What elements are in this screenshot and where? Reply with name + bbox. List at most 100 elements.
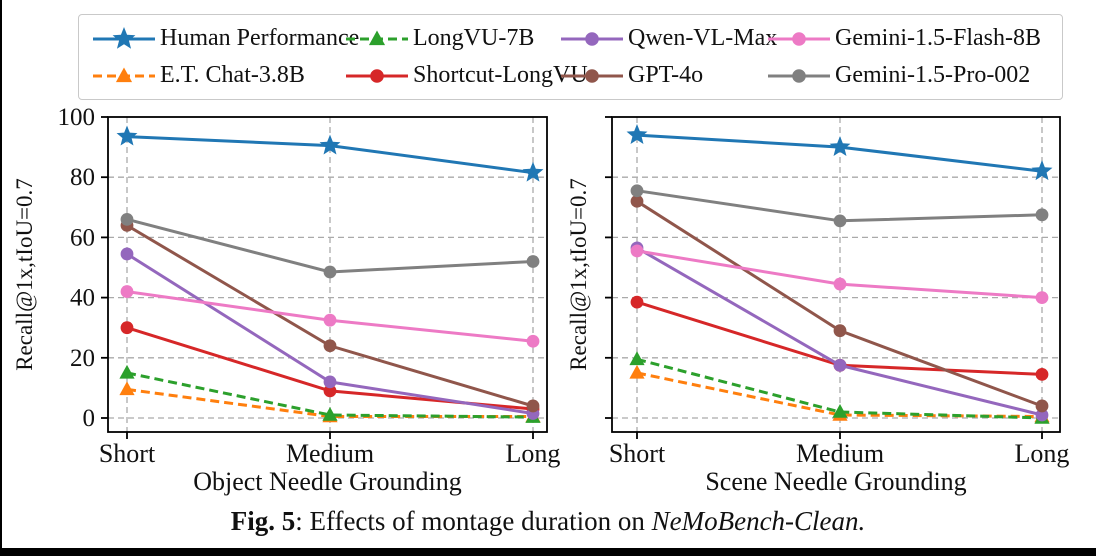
legend-item-etchat: E.T. Chat-3.8B bbox=[90, 62, 343, 90]
figure-caption: Fig. 5: Effects of montage duration on N… bbox=[0, 506, 1096, 537]
gridlines bbox=[612, 117, 1060, 432]
y-tick-label: 0 bbox=[83, 405, 96, 432]
chart-scene-needle-grounding: Short Medium Long Scene Needle Grounding Rec… bbox=[566, 116, 1070, 496]
legend-label-human: Human Performance bbox=[160, 25, 360, 51]
caption-emphasis: NeMoBench-Clean. bbox=[651, 506, 866, 536]
legend-sample-flash bbox=[768, 31, 830, 46]
triangle-marker bbox=[119, 381, 135, 396]
circle-marker bbox=[792, 68, 806, 83]
legend: Human Performance LongVU-7B Qwen-VL-Max Gem… bbox=[78, 14, 1063, 100]
page-edge-left bbox=[0, 0, 2, 548]
triangle-marker bbox=[832, 403, 848, 418]
caption-body: : Effects of montage duration on bbox=[295, 506, 652, 536]
legend-sample-qwen bbox=[561, 31, 623, 46]
x-tick-label: Long bbox=[506, 439, 561, 468]
y-axis-label: Recall@1x,tIoU=0.7 bbox=[566, 178, 591, 371]
star-marker bbox=[319, 134, 341, 155]
triangle-marker bbox=[629, 364, 645, 379]
legend-label-qwen: Qwen-VL-Max bbox=[628, 25, 778, 51]
chart-object-needle-grounding: 0 20 40 60 80 100 Short Medium Long Object Needle… bbox=[12, 104, 560, 496]
star-marker bbox=[522, 161, 544, 182]
circle-marker bbox=[585, 68, 599, 83]
star-marker bbox=[1031, 160, 1053, 181]
circle-marker bbox=[120, 247, 134, 261]
legend-sample-etchat bbox=[93, 67, 155, 82]
star-marker bbox=[829, 136, 851, 156]
y-tick-label: 100 bbox=[58, 104, 96, 131]
x-axis-label: Object Needle Grounding bbox=[193, 467, 462, 496]
circle-marker bbox=[120, 212, 134, 226]
legend-label-flash: Gemini-1.5-Flash-8B bbox=[835, 25, 1041, 51]
circle-marker bbox=[585, 31, 599, 46]
series-line-longvu bbox=[636, 357, 1043, 420]
triangle-marker bbox=[322, 406, 338, 421]
circle-marker bbox=[526, 255, 540, 268]
star-marker bbox=[626, 124, 648, 144]
circle-marker bbox=[323, 339, 337, 353]
series-lines bbox=[626, 124, 1053, 424]
circle-marker bbox=[833, 277, 847, 291]
circle-marker bbox=[526, 334, 540, 348]
circle-marker bbox=[630, 194, 644, 208]
x-tick-label: Long bbox=[1015, 439, 1070, 468]
triangle-marker bbox=[629, 351, 645, 366]
circle-marker bbox=[323, 313, 337, 327]
circle-marker bbox=[323, 384, 337, 398]
star-marker bbox=[112, 26, 136, 49]
plot-border bbox=[611, 116, 1061, 433]
circle-marker bbox=[526, 399, 540, 413]
circle-marker bbox=[323, 375, 337, 389]
plot-border bbox=[107, 116, 548, 433]
circle-marker bbox=[1035, 367, 1049, 381]
x-tick-label: Short bbox=[99, 439, 156, 468]
circle-marker bbox=[1035, 208, 1049, 222]
triangle-marker bbox=[119, 364, 135, 379]
legend-sample-shortcut bbox=[346, 68, 408, 83]
legend-sample-human bbox=[93, 26, 155, 49]
circle-marker bbox=[120, 285, 134, 298]
circle-marker bbox=[833, 358, 847, 372]
legend-label-longvu: LongVU-7B bbox=[413, 25, 535, 51]
circle-marker bbox=[1035, 408, 1049, 422]
circle-marker bbox=[323, 265, 337, 279]
legend-label-etchat: E.T. Chat-3.8B bbox=[160, 62, 305, 88]
y-axis-label: Recall@1x,tIoU=0.7 bbox=[12, 178, 37, 371]
series-lines bbox=[116, 125, 544, 423]
circle-marker bbox=[1035, 291, 1049, 304]
circle-marker bbox=[630, 295, 644, 309]
y-tick-label: 20 bbox=[70, 345, 95, 372]
legend-label-pro: Gemini-1.5-Pro-002 bbox=[835, 62, 1031, 88]
legend-sample-pro bbox=[768, 68, 830, 83]
y-tick-label: 40 bbox=[70, 285, 95, 312]
legend-sample-gpt4o bbox=[561, 68, 623, 83]
legend-label-gpt4o: GPT-4o bbox=[628, 62, 704, 88]
circle-marker bbox=[370, 68, 384, 83]
legend-item-longvu: LongVU-7B bbox=[343, 25, 558, 53]
triangle-marker bbox=[115, 67, 133, 82]
y-tick-label: 80 bbox=[70, 164, 95, 191]
legend-item-pro: Gemini-1.5-Pro-002 bbox=[765, 62, 1051, 90]
circle-marker bbox=[630, 244, 644, 258]
circle-marker bbox=[833, 324, 847, 338]
legend-item-qwen: Qwen-VL-Max bbox=[558, 25, 777, 53]
axis-ticks: Short Medium Long bbox=[605, 116, 1070, 468]
star-marker bbox=[116, 125, 138, 146]
page-edge-bottom bbox=[0, 548, 1096, 556]
legend-item-human: Human Performance bbox=[90, 25, 359, 53]
circle-marker bbox=[833, 214, 847, 228]
circle-marker bbox=[120, 321, 134, 335]
triangle-marker bbox=[368, 30, 386, 45]
legend-item-gpt4o: GPT-4o bbox=[558, 62, 765, 90]
x-axis-label: Scene Needle Grounding bbox=[705, 467, 966, 496]
legend-item-flash: Gemini-1.5-Flash-8B bbox=[765, 25, 1051, 53]
circle-marker bbox=[630, 184, 644, 198]
legend-item-shortcut: Shortcut-LongVU bbox=[343, 62, 588, 90]
series-line-longvu bbox=[126, 371, 534, 419]
circle-marker bbox=[792, 31, 806, 46]
x-tick-label: Medium bbox=[286, 439, 374, 468]
legend-sample-longvu bbox=[346, 30, 408, 45]
circle-marker bbox=[1035, 399, 1049, 413]
x-tick-label: Short bbox=[609, 439, 666, 468]
